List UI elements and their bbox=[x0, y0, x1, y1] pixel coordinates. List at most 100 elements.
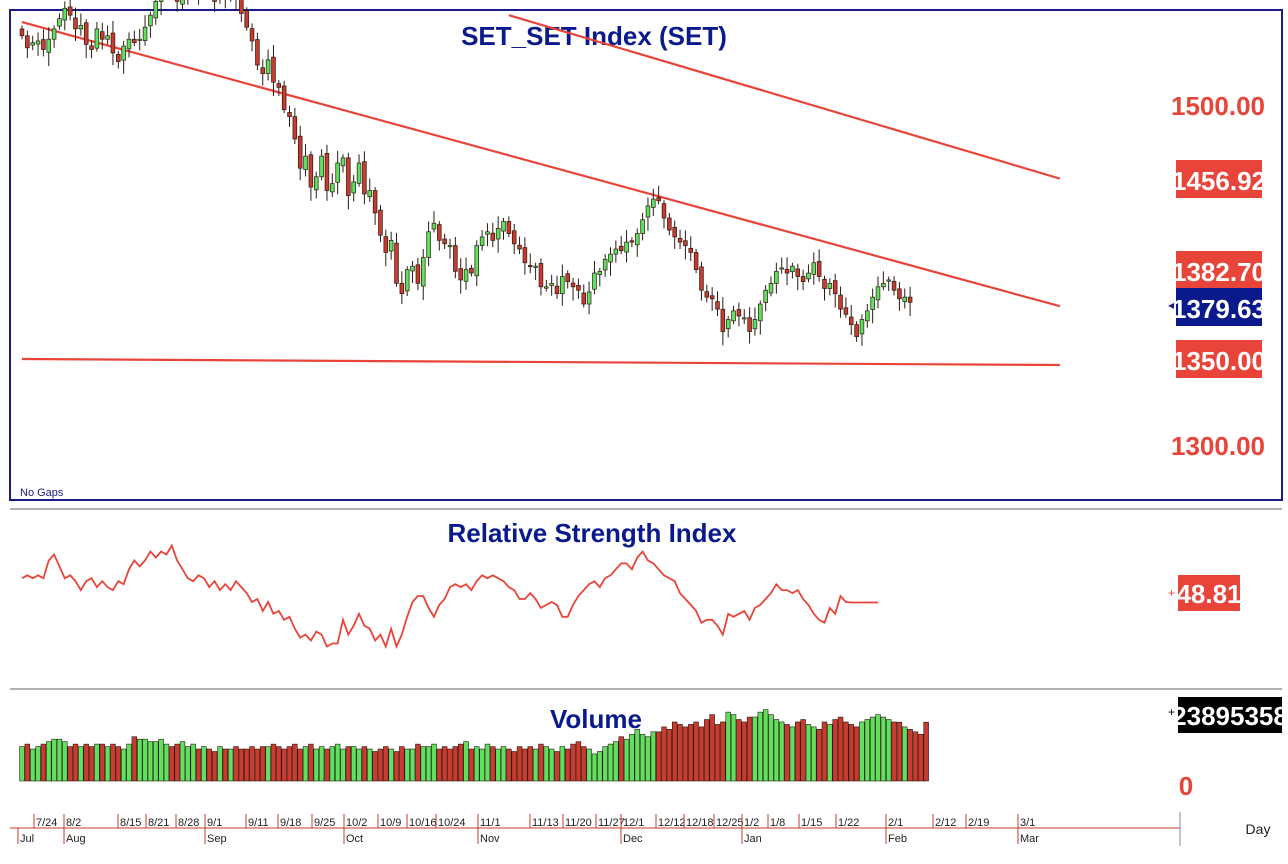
volume-bar bbox=[650, 731, 657, 782]
candle bbox=[292, 108, 298, 145]
volume-bar bbox=[805, 724, 812, 782]
candle bbox=[779, 257, 784, 274]
candle bbox=[891, 276, 897, 296]
date-tick-label: 9/11 bbox=[248, 817, 269, 829]
volume-bar bbox=[634, 729, 640, 782]
volume-bar bbox=[367, 748, 373, 782]
candle bbox=[198, 0, 200, 5]
volume-bar bbox=[147, 741, 154, 782]
volume-bar bbox=[281, 748, 287, 782]
volume-bar bbox=[318, 746, 325, 782]
volume-bar bbox=[104, 746, 111, 782]
volume-bar bbox=[249, 746, 255, 782]
candle bbox=[709, 287, 715, 311]
date-tick-label: 12/25 bbox=[716, 817, 744, 829]
candle bbox=[576, 278, 581, 299]
date-tick-label: 11/13 bbox=[532, 817, 559, 829]
month-tick-label: Sep bbox=[207, 833, 227, 845]
date-tick-label: 8/21 bbox=[148, 817, 169, 829]
candle bbox=[848, 305, 854, 335]
rsi-marker-icon: + bbox=[1168, 586, 1175, 600]
volume-bar bbox=[859, 721, 865, 782]
volume-bar bbox=[869, 716, 876, 782]
volume-bar bbox=[126, 743, 132, 782]
volume-bar bbox=[67, 746, 73, 782]
month-tick-label: Feb bbox=[888, 833, 907, 845]
volume-bar bbox=[436, 748, 442, 782]
volume-bar bbox=[811, 726, 817, 782]
volume-bar bbox=[313, 748, 319, 782]
candle bbox=[51, 25, 57, 48]
date-tick-label: 12/18 bbox=[686, 817, 714, 829]
volume-bar bbox=[586, 748, 592, 782]
candle bbox=[725, 316, 731, 338]
candle bbox=[73, 7, 78, 41]
date-tick-label: 12/12 bbox=[658, 817, 686, 829]
volume-bar bbox=[511, 751, 517, 782]
volume-bar bbox=[120, 748, 127, 782]
volume-bar bbox=[532, 748, 539, 782]
volume-bar bbox=[816, 729, 822, 782]
volume-bar bbox=[800, 719, 806, 782]
volume-bar bbox=[372, 751, 378, 782]
candle bbox=[720, 297, 726, 346]
volume-bar bbox=[46, 741, 52, 782]
volume-bar bbox=[885, 719, 892, 782]
candle bbox=[704, 284, 710, 303]
volume-bar bbox=[297, 748, 303, 782]
candle bbox=[453, 236, 458, 279]
date-tick-label: 1/22 bbox=[838, 817, 859, 829]
candle bbox=[640, 212, 645, 241]
no-gaps-note: No Gaps bbox=[20, 487, 64, 499]
volume-bar bbox=[789, 726, 796, 782]
candle bbox=[581, 284, 586, 308]
candle bbox=[388, 231, 394, 260]
volume-bar bbox=[324, 748, 330, 782]
volume-zero-label: 0 bbox=[1179, 771, 1193, 801]
volume-bar bbox=[848, 724, 854, 782]
candle bbox=[260, 59, 266, 86]
candle bbox=[902, 288, 907, 309]
volume-bar bbox=[757, 711, 764, 782]
candle bbox=[346, 152, 351, 210]
volume-bar bbox=[383, 746, 389, 782]
candle bbox=[485, 223, 490, 247]
volume-bar bbox=[484, 743, 491, 782]
volume-bar bbox=[468, 748, 475, 782]
candle bbox=[800, 269, 806, 291]
volume-bar bbox=[821, 721, 828, 782]
candle bbox=[19, 25, 25, 40]
volume-bar bbox=[201, 746, 207, 782]
date-tick-label: 11/1 bbox=[480, 817, 501, 829]
candle bbox=[426, 221, 431, 267]
volume-bar bbox=[83, 743, 89, 782]
candle bbox=[886, 276, 891, 291]
candle bbox=[187, 0, 189, 5]
candle bbox=[774, 262, 779, 294]
candle bbox=[758, 300, 763, 335]
date-tick-label: 9/25 bbox=[314, 817, 335, 829]
candle bbox=[372, 187, 378, 225]
volume-bar bbox=[356, 748, 362, 782]
date-tick-label: 11/20 bbox=[565, 817, 592, 829]
volume-bar bbox=[99, 743, 105, 782]
candle bbox=[870, 288, 875, 324]
candle bbox=[624, 230, 629, 263]
candle bbox=[303, 144, 308, 177]
volume-bar bbox=[457, 743, 464, 782]
volume-bar bbox=[607, 743, 614, 782]
volume-bar bbox=[543, 746, 550, 782]
volume-bar bbox=[896, 721, 903, 782]
volume-bar bbox=[741, 721, 747, 782]
candle bbox=[875, 276, 881, 309]
month-tick-label: Nov bbox=[480, 833, 500, 845]
volume-bar bbox=[94, 743, 100, 782]
volume-bar bbox=[613, 741, 619, 782]
candle bbox=[83, 19, 89, 59]
volume-bar bbox=[875, 714, 881, 782]
volume-bar bbox=[575, 741, 582, 782]
price-marker-icon: ◂ bbox=[1168, 298, 1174, 312]
candle bbox=[586, 281, 592, 315]
candle bbox=[683, 230, 688, 260]
candle bbox=[645, 197, 651, 231]
